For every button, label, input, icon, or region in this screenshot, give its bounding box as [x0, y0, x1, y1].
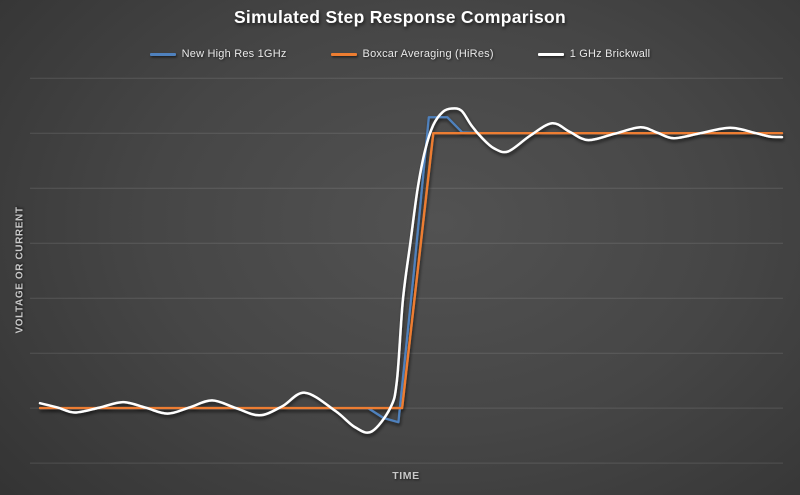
chart-title: Simulated Step Response Comparison — [233, 7, 567, 27]
series-line-1-ghz-brickwall — [38, 107, 784, 434]
series-line-new-high-res-1ghz — [38, 116, 784, 424]
legend-line-swatch — [537, 52, 564, 56]
legend-line-swatch — [330, 52, 357, 56]
legend-line-swatch — [149, 52, 176, 56]
legend-label: Boxcar Averaging (HiRes) — [362, 48, 494, 60]
x-axis-label: TIME — [392, 470, 420, 482]
y-axis-label: VOLTAGE OR CURRENT — [14, 206, 26, 334]
legend-item-2: 1 GHz Brickwall — [537, 48, 651, 60]
legend-item-0: New High Res 1GHz — [149, 48, 287, 60]
series-line-boxcar-averaging-hires- — [38, 132, 784, 410]
legend-label: 1 GHz Brickwall — [569, 48, 651, 60]
legend-item-1: Boxcar Averaging (HiRes) — [330, 48, 494, 60]
legend: New High Res 1GHz Boxcar Averaging (HiRes… — [0, 48, 800, 60]
legend-label: New High Res 1GHz — [181, 48, 287, 60]
